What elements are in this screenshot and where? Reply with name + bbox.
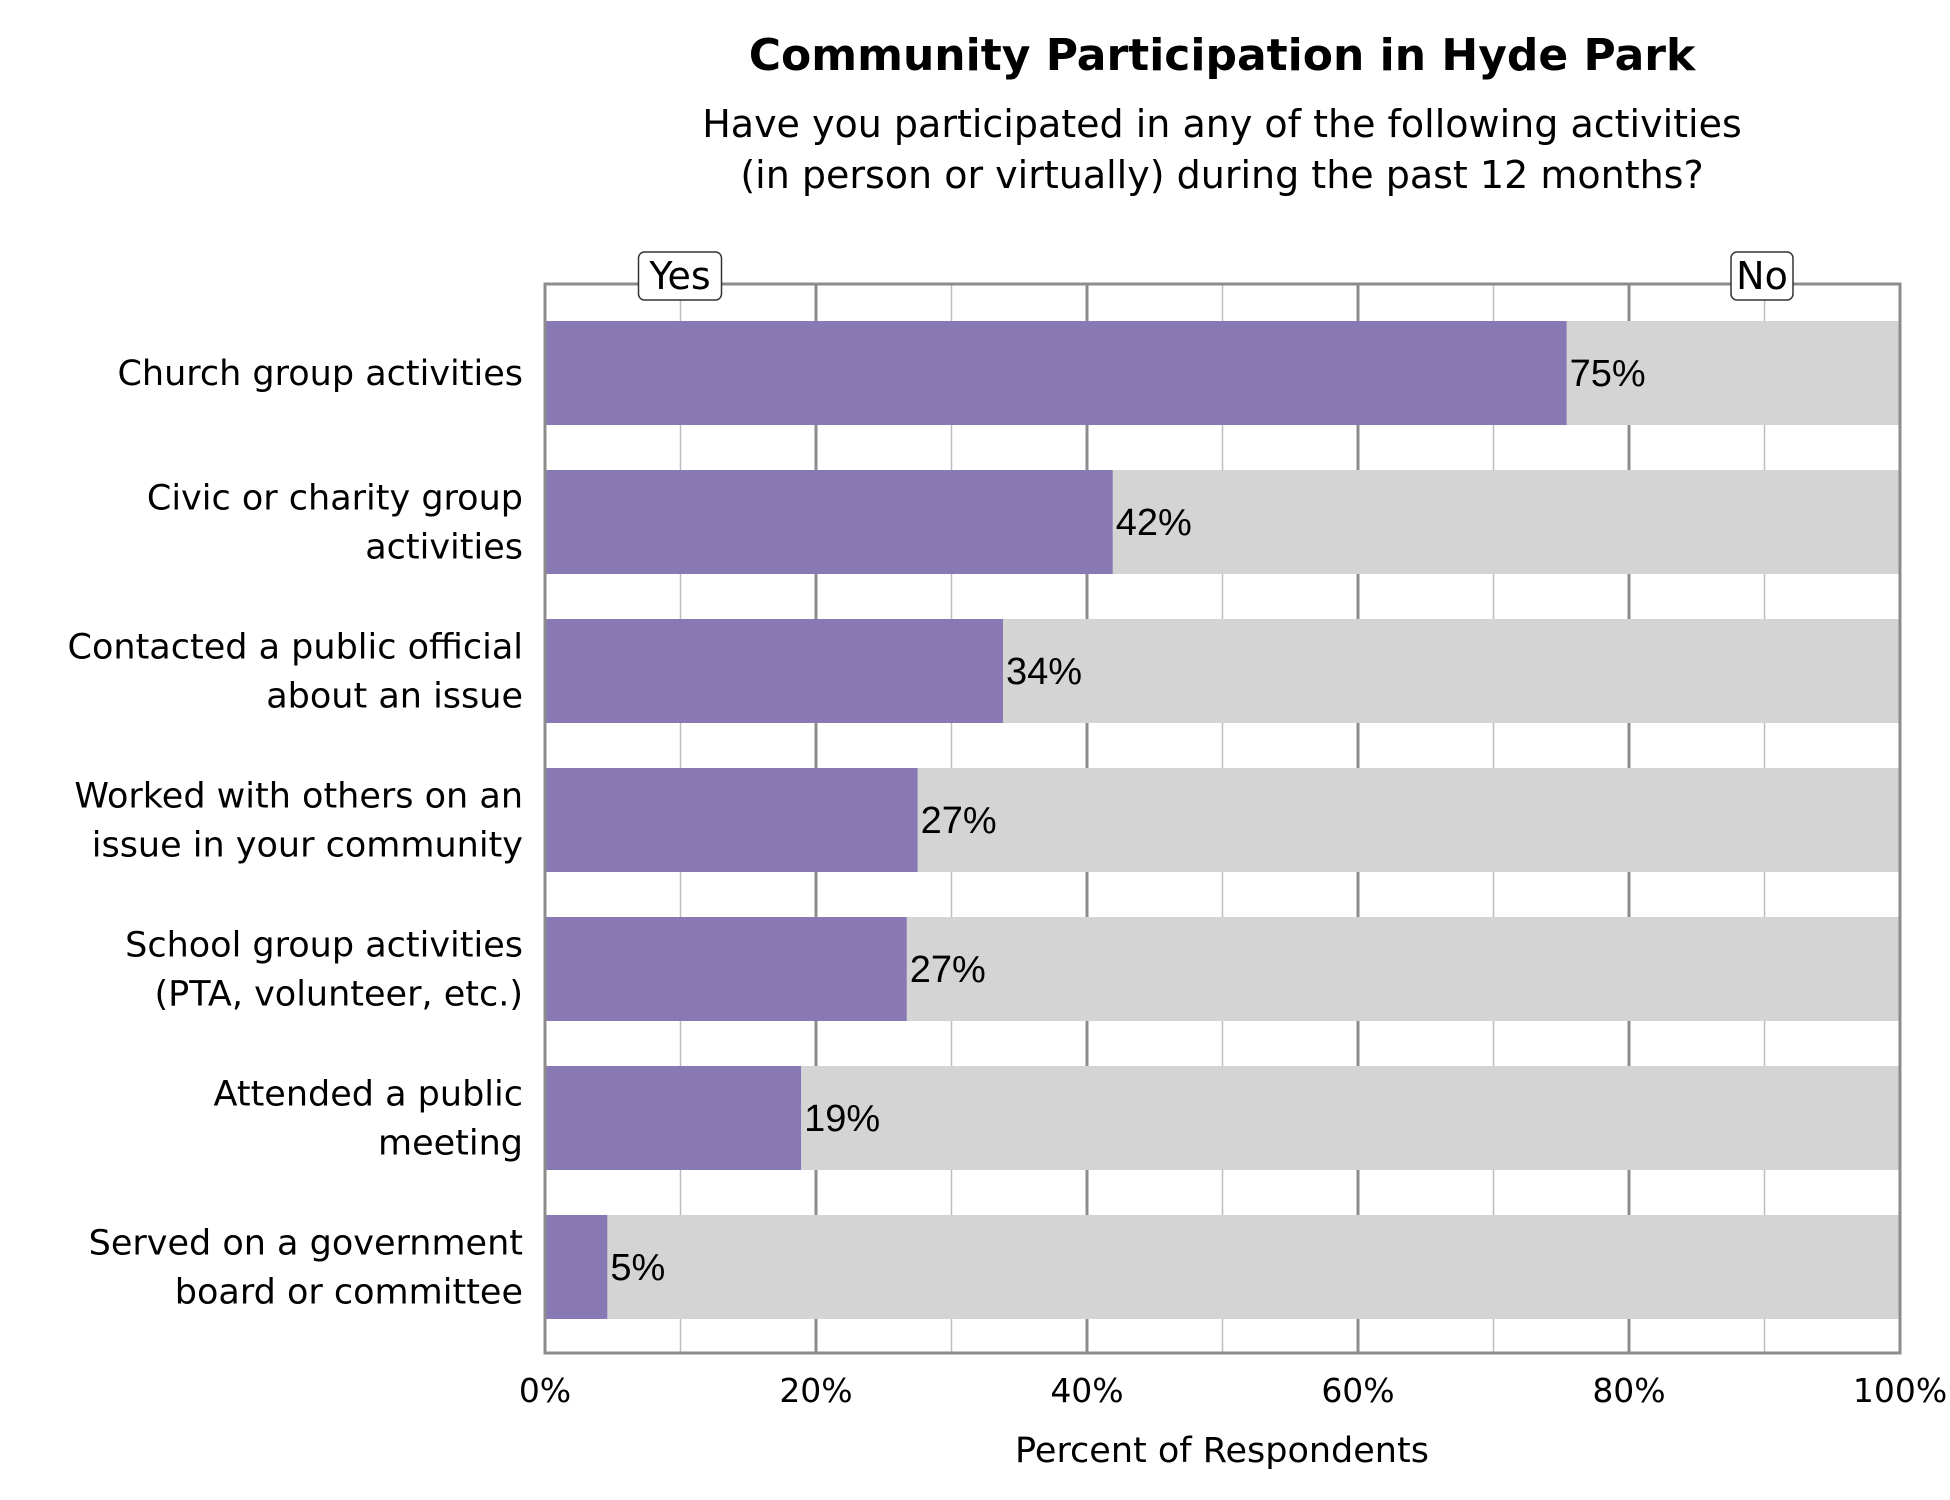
plot-frame: [543, 282, 1902, 1355]
legend-no-text: No: [1736, 254, 1788, 298]
category-label: School group activities: [125, 926, 523, 966]
x-tick-label: 60%: [1321, 1371, 1394, 1410]
bar-yes: [545, 470, 1113, 574]
data-label-yes: 75%: [1570, 353, 1646, 395]
bar-no: [906, 917, 1900, 1021]
bar-no: [917, 768, 1900, 872]
legend-yes-box: [637, 251, 723, 301]
category-label: Church group activities: [117, 354, 523, 394]
x-tick-label: 40%: [1050, 1371, 1123, 1410]
category-label: board or committee: [175, 1273, 523, 1313]
category-label: Worked with others on an: [74, 777, 523, 817]
category-label: (PTA, volunteer, etc.): [154, 975, 523, 1015]
chart-title-group: Community Participation in Hyde Park Hav…: [702, 30, 1742, 197]
legend-yes-text: Yes: [648, 254, 710, 298]
category-label: issue in your community: [92, 826, 523, 866]
category-label: about an issue: [266, 677, 523, 717]
bar-yes: [545, 768, 918, 872]
x-axis-title: Percent of Respondents: [1015, 1431, 1429, 1471]
x-tick-labels: 0% 20% 40% 60% 80% 100%: [519, 1371, 1947, 1410]
bar-yes: [545, 619, 1003, 723]
bar-no: [607, 1215, 1900, 1319]
category-label: Served on a government: [89, 1224, 523, 1264]
chart-subtitle-line-1: Have you participated in any of the foll…: [702, 102, 1742, 146]
bar-yes: [545, 1215, 608, 1319]
data-label-yes: 19%: [804, 1098, 880, 1140]
data-labels: 75% 42% 34% 27% 27% 19% 5%: [610, 353, 1645, 1289]
bar-no: [801, 1066, 1900, 1170]
data-label-yes: 27%: [910, 949, 986, 991]
chart-title: Community Participation in Hyde Park: [749, 30, 1697, 81]
x-tick-label: 20%: [779, 1371, 852, 1410]
bar-no: [1002, 619, 1900, 723]
bar-no: [1566, 321, 1900, 425]
plot-border: [543, 282, 1902, 1355]
legend-no-box: [1730, 251, 1794, 301]
category-label: activities: [365, 528, 523, 568]
data-label-yes: 34%: [1006, 651, 1082, 693]
category-label: Contacted a public official: [68, 628, 523, 668]
legend: Yes No: [637, 251, 1794, 301]
data-label-yes: 27%: [921, 800, 997, 842]
bar-no: [1112, 470, 1900, 574]
x-tick-label: 80%: [1592, 1371, 1665, 1410]
category-label: Attended a public: [214, 1075, 523, 1115]
bar-yes: [545, 1066, 802, 1170]
data-label-yes: 42%: [1116, 502, 1192, 544]
chart-subtitle-line-2: (in person or virtually) during the past…: [740, 153, 1703, 197]
bar-yes: [545, 917, 907, 1021]
bar-yes: [545, 321, 1567, 425]
data-label-yes: 5%: [610, 1247, 665, 1289]
x-tick-label: 0%: [519, 1371, 571, 1410]
x-tick-label: 100%: [1853, 1371, 1947, 1410]
bars: [545, 321, 1900, 1319]
category-label: Civic or charity group: [147, 479, 523, 519]
category-label: meeting: [378, 1124, 523, 1164]
category-labels: Church group activities Civic or charity …: [68, 354, 523, 1313]
